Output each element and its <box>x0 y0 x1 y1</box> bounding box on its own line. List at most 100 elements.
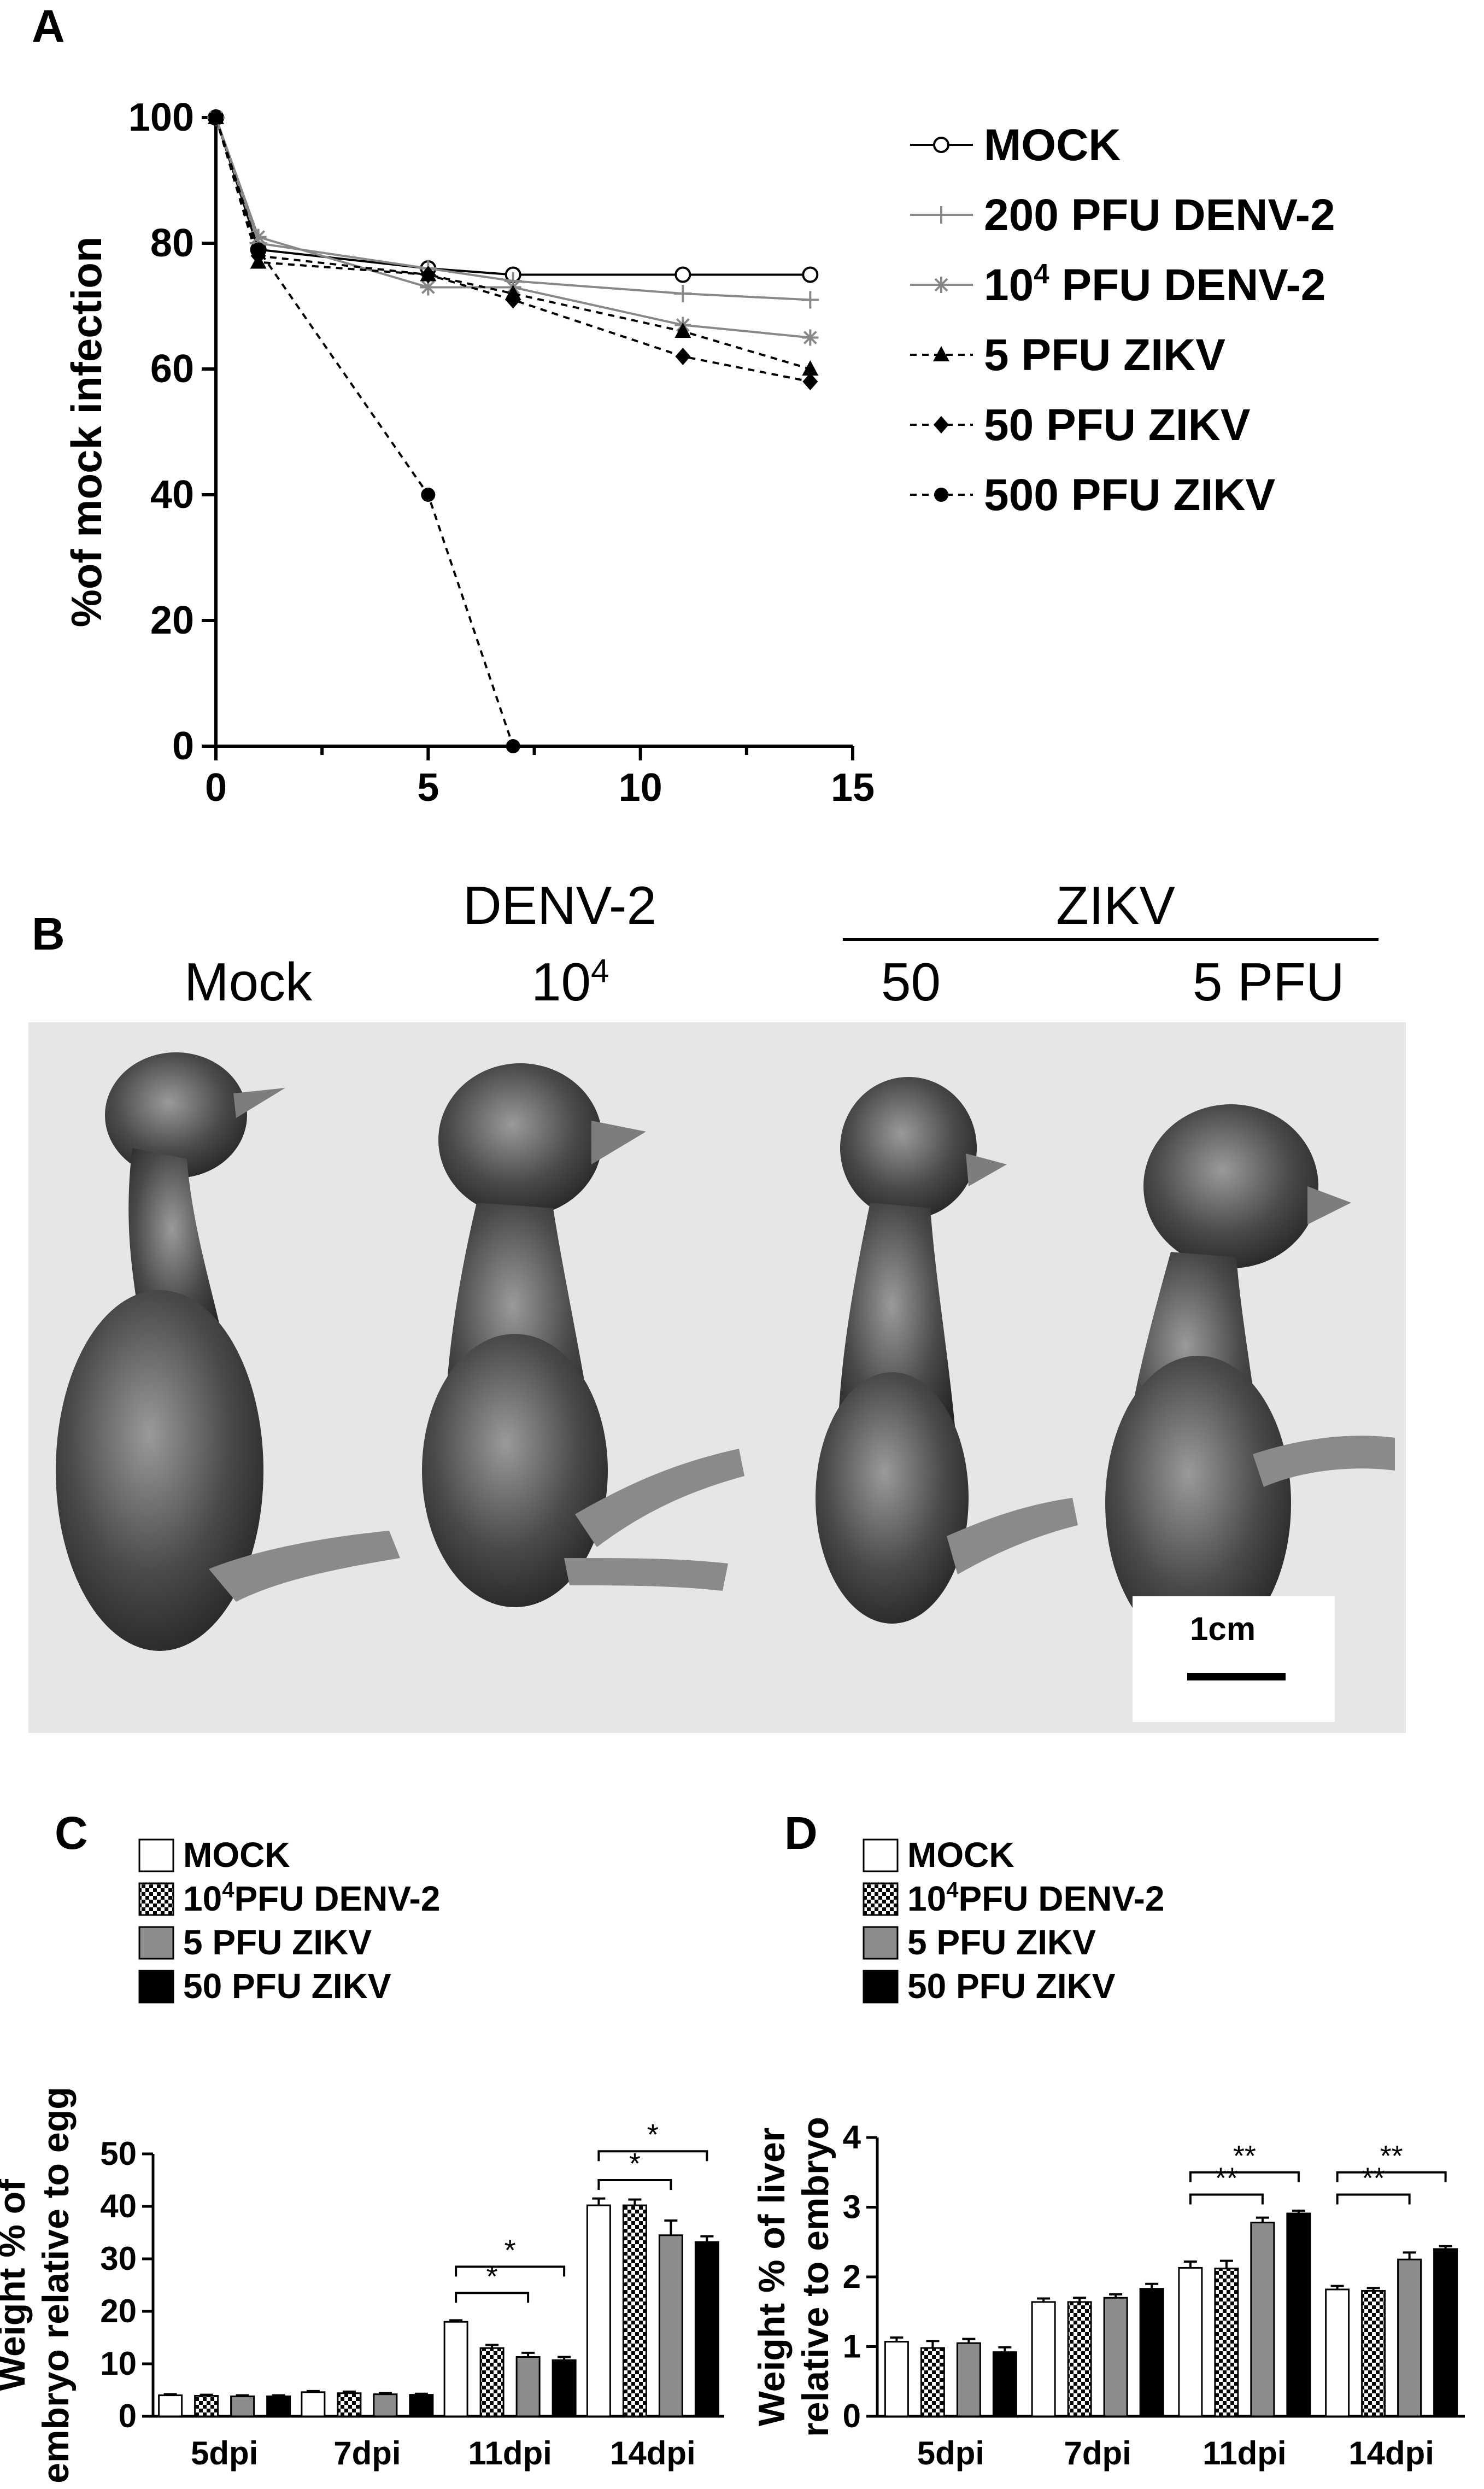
bar <box>1397 2258 1422 2417</box>
legend-label: MOCK <box>183 1835 290 1875</box>
bar <box>1178 2267 1203 2417</box>
y-axis-label-1: Weight % of <box>0 2179 33 2391</box>
y-axis-label-2: relative to embryo <box>795 2117 836 2437</box>
series-line <box>215 117 811 370</box>
bar <box>658 2234 683 2417</box>
panel-label-b: B <box>32 908 65 959</box>
bar <box>1433 2248 1458 2417</box>
data-point <box>674 323 691 338</box>
series-line <box>215 117 811 301</box>
data-point <box>209 110 223 125</box>
significance-bracket <box>1189 2171 1300 2182</box>
y-tick-label: 0 <box>119 2398 137 2434</box>
legend-label: 50 PFU ZIKV <box>907 1966 1116 2006</box>
bar <box>920 2347 945 2417</box>
legend-label: 500 PFU ZIKV <box>984 470 1275 520</box>
legend-label: 104PFU DENV-2 <box>907 1878 1164 1918</box>
panel-label-c: C <box>55 1807 88 1859</box>
y-axis-label-2: embryo relative to egg <box>35 2087 77 2484</box>
significance-label: ** <box>1380 2140 1403 2172</box>
data-point <box>420 266 436 284</box>
scale-bar-label: 1cm <box>1190 1610 1256 1647</box>
bar <box>479 2347 505 2417</box>
legend-marker <box>932 206 950 224</box>
legend-marker <box>934 416 949 434</box>
legend-label: 5 PFU ZIKV <box>907 1923 1096 1962</box>
significance-label: * <box>647 2118 659 2151</box>
legend-swatch <box>138 1970 174 2004</box>
significance-bracket <box>455 2292 530 2303</box>
embryo-zikv-5 <box>1105 1104 1395 1651</box>
legend-label: 104 PFU DENV-2 <box>984 258 1325 310</box>
series-3 <box>208 109 819 376</box>
panel-label-d: D <box>784 1807 818 1859</box>
photo-header-zikv: ZIKV <box>1056 875 1175 935</box>
legend-marker <box>933 137 949 153</box>
legend-swatch <box>863 1970 899 2004</box>
embryo-mock <box>56 1052 400 1651</box>
series-5 <box>209 110 520 753</box>
series-line <box>215 117 811 383</box>
bar <box>1361 2290 1386 2417</box>
y-axis-label-1: Weight % of liver <box>751 2128 793 2427</box>
embryo-silhouettes <box>56 1052 1395 1651</box>
bar <box>1250 2222 1275 2417</box>
bar <box>622 2204 647 2417</box>
bar <box>194 2395 219 2417</box>
significance-label: * <box>505 2234 516 2267</box>
significance-bracket <box>597 2179 672 2190</box>
bar <box>884 2341 909 2417</box>
bar <box>230 2396 255 2417</box>
bar <box>956 2342 981 2417</box>
bar <box>266 2396 291 2417</box>
series-line <box>215 117 811 339</box>
y-tick-label: 40 <box>150 473 194 517</box>
x-tick-label: 11dpi <box>468 2435 552 2472</box>
bar <box>1325 2288 1350 2417</box>
data-point <box>674 266 691 283</box>
bar <box>1139 2288 1164 2417</box>
bar <box>301 2391 326 2417</box>
legend-label: 5 PFU ZIKV <box>183 1923 372 1962</box>
legend-swatch <box>138 1926 174 1960</box>
legend-label: 50 PFU ZIKV <box>183 1966 391 2006</box>
data-point <box>801 291 819 309</box>
series-line <box>215 117 514 747</box>
significance-label: ** <box>1215 2162 1238 2195</box>
y-tick-label: 100 <box>128 96 194 139</box>
y-tick-label: 2 <box>843 2258 861 2295</box>
bar <box>515 2356 541 2417</box>
data-point <box>802 329 819 346</box>
data-point <box>420 279 437 296</box>
y-tick-label: 20 <box>100 2293 137 2329</box>
bar <box>586 2204 611 2417</box>
legend-label: 5 PFU ZIKV <box>984 330 1225 380</box>
photo-label-mock: Mock <box>184 952 313 1012</box>
y-tick-label: 0 <box>172 724 194 768</box>
significance-label: ** <box>1362 2162 1385 2195</box>
x-tick-label: 0 <box>205 766 227 810</box>
significance-label: ** <box>1233 2140 1256 2172</box>
legend-swatch <box>138 1882 174 1916</box>
scale-bar <box>1187 1673 1286 1680</box>
x-tick-label: 11dpi <box>1203 2435 1286 2472</box>
data-point <box>250 229 267 245</box>
y-axis-label: %of mock infection <box>62 236 110 627</box>
series-0 <box>208 109 819 283</box>
scale-bar-box <box>1133 1596 1335 1722</box>
y-tick-label: 10 <box>100 2345 137 2382</box>
y-tick-label: 30 <box>100 2240 137 2277</box>
data-point <box>802 373 818 390</box>
legend-label: 50 PFU ZIKV <box>984 400 1251 450</box>
data-point <box>506 739 520 753</box>
bar <box>1214 2268 1239 2417</box>
series-1 <box>207 109 819 309</box>
embryo-zikv-50 <box>816 1077 1078 1624</box>
legend-swatch <box>863 1838 899 1872</box>
data-point <box>674 285 692 302</box>
y-tick-label: 1 <box>843 2328 861 2365</box>
x-tick-label: 15 <box>831 766 875 810</box>
legend-marker <box>933 277 949 293</box>
